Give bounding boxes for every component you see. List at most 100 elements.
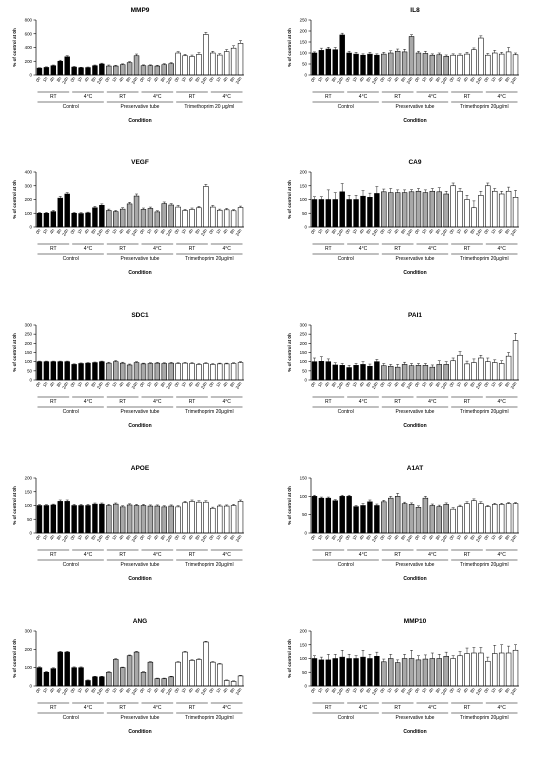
x-tick-label: 24h xyxy=(96,76,104,85)
bar xyxy=(99,204,105,228)
bar xyxy=(147,661,154,687)
bar xyxy=(492,190,498,228)
x-tick-label: 0h xyxy=(310,76,317,83)
x-tick-label: 8h xyxy=(160,534,167,541)
x-tick-label: 4h xyxy=(497,534,504,541)
y-tick-label: 150 xyxy=(25,489,33,494)
x-tick-label: 24h xyxy=(131,534,139,543)
x-tick-label: 0h xyxy=(35,228,42,235)
x-tick-label: 8h xyxy=(194,687,201,694)
x-tick-label: 1h xyxy=(215,381,222,388)
x-tick-label: 8h xyxy=(469,76,476,83)
bar xyxy=(223,680,230,687)
x-tick-label: 0h xyxy=(448,534,455,541)
x-tick-label: 1h xyxy=(42,76,49,83)
bar xyxy=(485,185,491,228)
bar xyxy=(512,197,519,228)
x-tick-label: 8h xyxy=(435,76,442,83)
x-tick-label: 0h xyxy=(483,228,490,235)
x-tick-label: 1h xyxy=(146,76,153,83)
subgroup-label: RT xyxy=(464,552,471,558)
bar xyxy=(394,192,401,228)
bar xyxy=(119,506,126,534)
x-tick-label: 0h xyxy=(208,687,215,694)
group-label: Trimethoprim 20 μg/ml xyxy=(184,104,234,110)
x-tick-label: 24h xyxy=(440,687,448,696)
chart-title: MMP10 xyxy=(404,618,427,625)
bar xyxy=(217,663,223,687)
x-axis-label: Condition xyxy=(403,270,426,276)
y-tick-label: 0 xyxy=(305,684,308,689)
x-tick-label: 4h xyxy=(83,228,90,235)
subgroup-label: 4°C xyxy=(497,94,506,100)
y-tick-label: 100 xyxy=(25,503,33,508)
bar xyxy=(113,659,119,687)
subgroup-label: RT xyxy=(464,705,471,711)
x-tick-label: 24h xyxy=(371,534,379,543)
x-tick-label: 0h xyxy=(104,534,111,541)
bar xyxy=(85,680,91,687)
subgroup-label: 4°C xyxy=(359,399,368,405)
x-tick-label: 4h xyxy=(49,76,56,83)
bar xyxy=(367,658,373,687)
bar xyxy=(401,503,408,534)
group-label: Control xyxy=(63,409,79,415)
x-tick-label: 0h xyxy=(379,381,386,388)
x-tick-label: 24h xyxy=(510,76,518,85)
bar xyxy=(119,208,126,228)
bar xyxy=(168,362,174,381)
bar xyxy=(436,364,442,381)
bar xyxy=(332,49,338,76)
x-tick-label: 0h xyxy=(69,228,76,235)
x-tick-label: 8h xyxy=(365,228,372,235)
x-tick-label: 4h xyxy=(393,381,400,388)
bar xyxy=(147,505,154,534)
x-tick-label: 0h xyxy=(414,534,421,541)
bar xyxy=(133,362,140,381)
x-tick-label: 4h xyxy=(187,381,194,388)
subgroup-label: RT xyxy=(464,94,471,100)
chart-title: APOE xyxy=(131,465,150,472)
bar xyxy=(113,211,119,228)
panel-sdc1: SDC1 0 50 100 150 200 250 300 % of control at 0h… xyxy=(12,312,244,429)
bar xyxy=(106,65,112,76)
group-label: Control xyxy=(338,562,354,568)
x-axis-label: Condition xyxy=(403,576,426,582)
x-tick-label: 1h xyxy=(455,534,462,541)
x-tick-label: 1h xyxy=(76,534,83,541)
group-label: Control xyxy=(338,104,354,110)
x-tick-label: 4h xyxy=(118,534,125,541)
x-tick-label: 4h xyxy=(358,381,365,388)
x-tick-label: 8h xyxy=(125,687,132,694)
y-axis-label: % of control at 0h xyxy=(287,486,292,525)
subgroup-label: 4°C xyxy=(497,705,506,711)
x-tick-label: 0h xyxy=(483,687,490,694)
bar xyxy=(374,505,380,534)
x-tick-label: 1h xyxy=(42,228,49,235)
y-tick-label: 600 xyxy=(25,31,33,36)
bar xyxy=(457,655,463,687)
bar xyxy=(367,501,373,534)
chart-title: MMP9 xyxy=(131,7,150,14)
x-tick-label: 1h xyxy=(455,228,462,235)
bar xyxy=(415,52,422,76)
bar xyxy=(429,505,436,534)
x-tick-label: 0h xyxy=(139,381,146,388)
y-tick-label: 250 xyxy=(25,332,33,337)
y-tick-label: 300 xyxy=(25,629,33,634)
bar xyxy=(388,365,394,381)
bar xyxy=(85,67,91,76)
bar xyxy=(161,506,167,534)
bar xyxy=(436,191,442,228)
bar xyxy=(388,192,394,228)
x-tick-label: 24h xyxy=(165,687,173,696)
bar xyxy=(478,503,484,534)
bar xyxy=(175,506,181,534)
bar xyxy=(85,362,91,381)
x-axis-label: Condition xyxy=(403,118,426,124)
bar xyxy=(367,365,373,381)
x-tick-label: 4h xyxy=(83,76,90,83)
y-tick-label: 200 xyxy=(25,59,33,64)
